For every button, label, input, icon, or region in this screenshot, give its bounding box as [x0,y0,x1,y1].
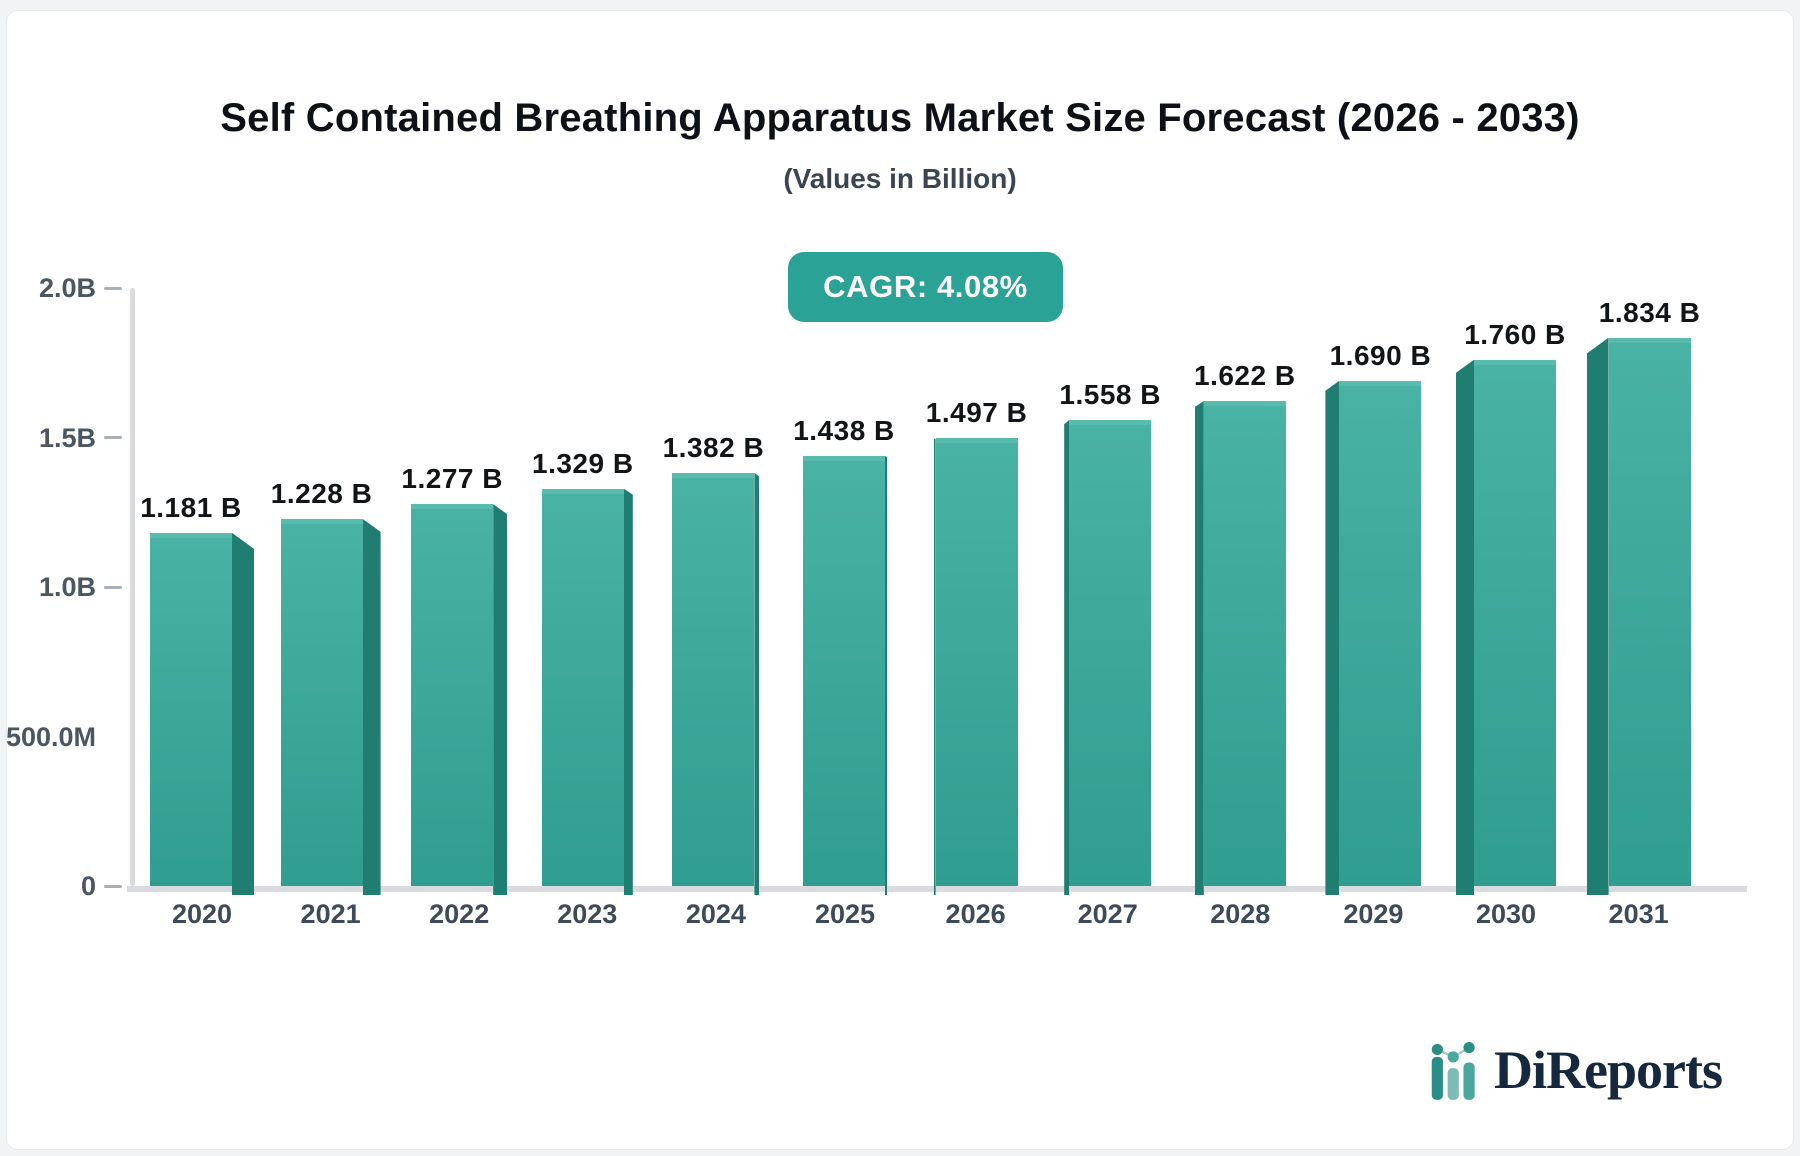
y-axis-line [130,288,135,886]
bar-value-label: 1.228 B [270,477,373,509]
bar-2031[interactable] [1608,337,1691,886]
bar-2022[interactable] [411,504,494,886]
bar-side-2025 [885,456,887,895]
y-tick-mark [104,286,122,290]
bar-value-label: 1.181 B [140,491,242,523]
bar-value-label: 1.277 B [401,463,503,495]
x-category-label: 2028 [1210,899,1271,929]
bar-value-label: 1.690 B [1329,339,1432,371]
bar-side-2024 [754,472,760,895]
bar-side-2028 [1194,401,1204,895]
x-category-label: 2020 [171,899,233,929]
x-category-label: 2031 [1608,899,1669,929]
x-category-label: 2023 [557,899,618,929]
x-category-label: 2029 [1343,899,1404,929]
bar-value-label: 1.497 B [925,397,1028,429]
x-category-label: 2027 [1077,899,1138,929]
bar-2028[interactable] [1203,401,1286,886]
bar-value-label: 1.438 B [793,415,895,447]
bar-2030[interactable] [1474,359,1556,886]
y-tick-mark [104,884,122,888]
x-category-label: 2021 [300,899,361,929]
x-category-label: 2025 [814,899,876,929]
y-tick-label: 500.0M [5,721,96,752]
bar-2026[interactable] [935,438,1018,886]
x-axis-baseline [127,886,1747,892]
y-tick-label: 2.0B [38,273,96,303]
bar-side-2026 [933,438,936,895]
y-tick-label: 1.0B [38,572,96,602]
bar-side-2020 [232,532,254,895]
y-tick-label: 0 [80,871,96,901]
cagr-badge-label: CAGR: 4.08% [823,269,1028,304]
bar-2023[interactable] [541,488,624,886]
bar-value-label: 1.329 B [532,447,634,479]
cagr-badge: CAGR: 4.08% [788,252,1063,322]
bar-2021[interactable] [280,518,363,886]
chart-subtitle: (Values in Billion) [783,163,1017,194]
y-tick-mark [104,585,122,589]
x-category-label: 2030 [1475,899,1537,929]
brand-logo: DiReports [1428,1038,1723,1102]
bar-2020[interactable] [150,532,232,886]
bar-value-label: 1.622 B [1194,360,1296,392]
y-tick-mark [104,436,122,439]
brand-logo-text: DiReports [1494,1040,1723,1100]
chart-title: Self Contained Breathing Apparatus Marke… [220,96,1580,140]
bar-value-label: 1.834 B [1598,296,1701,328]
brand-logo-icon [1431,1042,1475,1100]
bar-value-label: 1.382 B [662,431,765,463]
x-category-label: 2024 [685,899,746,929]
bar-side-2021 [362,518,381,895]
bar-side-2023 [623,488,633,895]
bar-2027[interactable] [1069,420,1152,886]
y-tick-label: 1.5B [38,422,96,453]
x-category-label: 2022 [429,899,490,929]
bar-side-2030 [1456,359,1474,895]
x-category-label: 2026 [945,899,1006,929]
bar-value-label: 1.760 B [1464,318,1566,350]
bar-side-2029 [1325,380,1340,895]
bar-side-2027 [1064,420,1070,895]
bar-2024[interactable] [672,472,755,886]
bar-2029[interactable] [1339,380,1422,886]
bar-2025[interactable] [803,456,885,886]
bar-value-label: 1.558 B [1059,379,1161,411]
bar-side-2022 [493,504,508,895]
bar-side-2031 [1586,337,1609,895]
